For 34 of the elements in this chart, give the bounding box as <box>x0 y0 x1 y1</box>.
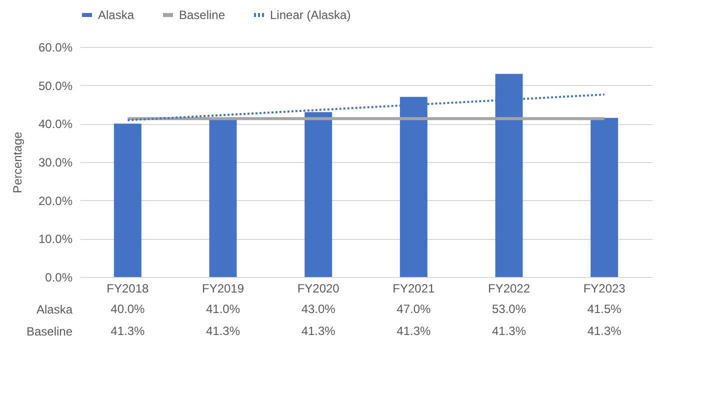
data-label: 41.3% <box>396 324 432 338</box>
data-label: 53.0% <box>492 302 526 316</box>
data-label: 40.0% <box>110 302 146 316</box>
bar <box>114 124 142 277</box>
legend-label: Baseline <box>179 8 226 22</box>
data-label: 41.0% <box>206 302 240 316</box>
text: Baseline <box>26 324 72 338</box>
data-label: 43.0% <box>301 302 336 316</box>
text: Alaska <box>36 302 72 316</box>
legend-label: Linear (Alaska) <box>270 8 351 22</box>
data-label: 41.3% <box>492 324 526 338</box>
y-tick-label: 60.0% <box>38 40 73 54</box>
y-tick-label: 40.0% <box>38 117 73 132</box>
bar <box>209 120 237 277</box>
y-tick-label: 10.0% <box>38 232 73 246</box>
data-label: 41.3% <box>587 324 622 338</box>
data-label: 41.3% <box>301 324 336 338</box>
x-tick-label: FY2020 <box>297 282 340 296</box>
legend-label: Alaska <box>98 8 134 22</box>
x-tick-label: FY2022 <box>488 282 530 296</box>
data-label: 41.3% <box>206 324 240 338</box>
y-tick-label: 20.0% <box>38 194 73 208</box>
y-axis-title: Percentage <box>10 131 24 194</box>
data-label: 41.5% <box>587 302 622 316</box>
x-tick-label: FY2021 <box>392 282 436 296</box>
bar <box>590 118 618 277</box>
data-label: 47.0% <box>396 302 432 316</box>
y-tick-label: 50.0% <box>38 78 73 93</box>
y-tick-label: 30.0% <box>38 156 73 170</box>
x-tick-label: FY2019 <box>202 282 244 296</box>
y-tick-label: 0.0% <box>45 270 73 284</box>
data-label: 41.3% <box>110 324 146 338</box>
x-tick-label: FY2018 <box>106 282 150 296</box>
x-tick-label: FY2023 <box>583 282 626 296</box>
